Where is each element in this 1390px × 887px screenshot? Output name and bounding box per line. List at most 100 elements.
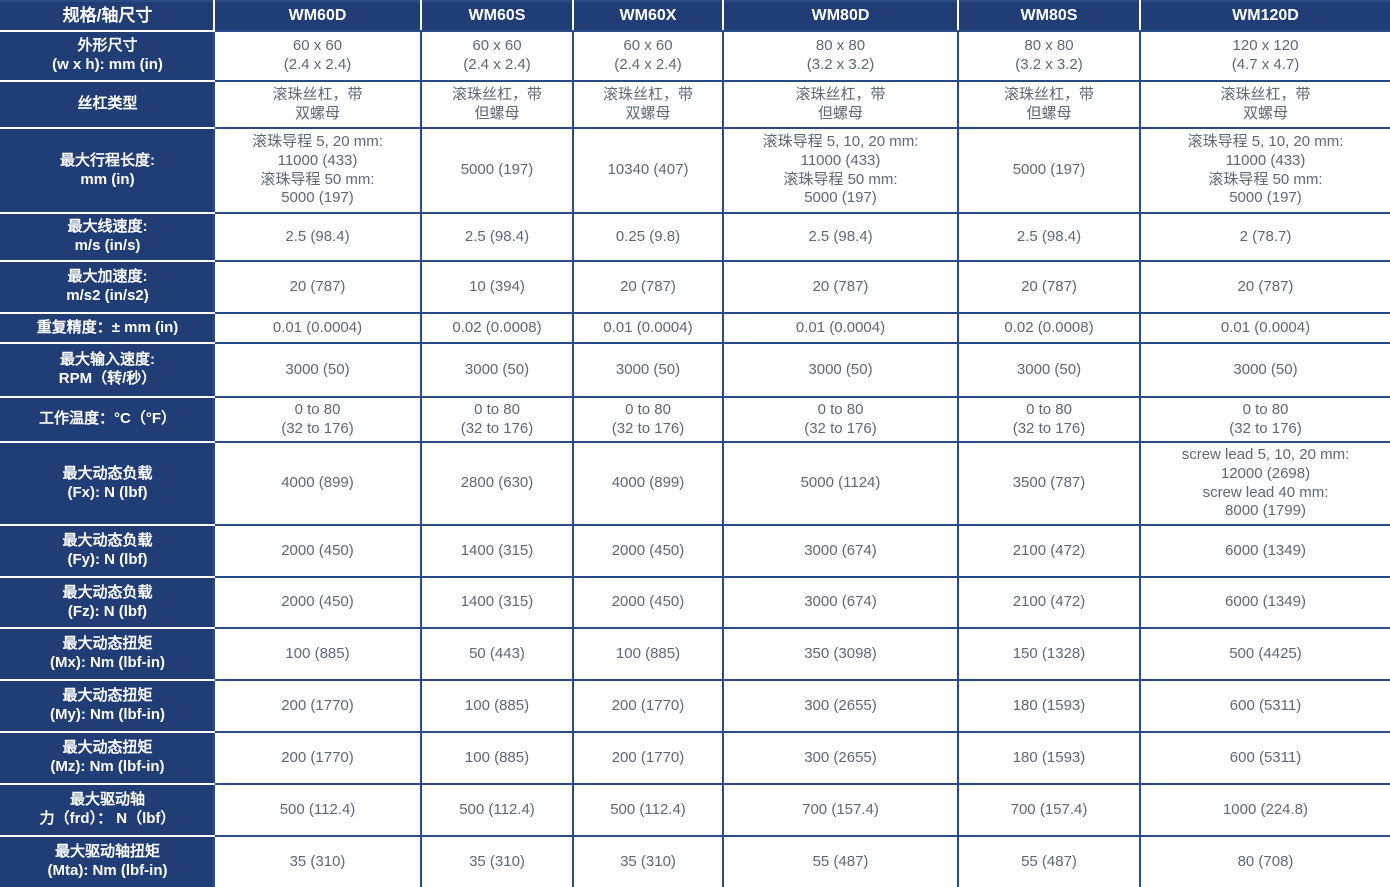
spec-cell: 2000 (450) [572,524,724,578]
spec-cell: 100 (885) [420,731,574,785]
spec-cell: 350 (3098) [722,627,959,681]
table-row: 最大行程长度: mm (in) 滚珠导程 5, 20 mm: 11000 (433… [0,127,1390,214]
spec-cell: 0.01 (0.0004) [213,312,422,344]
spec-cell: 20 (787) [957,260,1141,314]
row-header: 最大动态扭矩 (My): Nm (lbf-in) [0,679,215,733]
spec-cell: 80 x 80 (3.2 x 3.2) [722,30,959,82]
spec-cell: 2.5 (98.4) [957,212,1141,262]
spec-cell: 300 (2655) [722,679,959,733]
spec-cell: 60 x 60 (2.4 x 2.4) [572,30,724,82]
table-row: 最大线速度: m/s (in/s) 2.5 (98.4) 2.5 (98.4) 0.2… [0,212,1390,262]
column-header-wm120d: WM120D [1139,0,1390,32]
spec-cell: 3000 (674) [722,524,959,578]
spec-cell: 80 x 80 (3.2 x 3.2) [957,30,1141,82]
spec-cell: 3000 (50) [722,342,959,398]
spec-cell: 35 (310) [213,835,422,887]
spec-cell: 5000 (197) [420,127,574,214]
spec-cell: 10 (394) [420,260,574,314]
spec-cell: 55 (487) [957,835,1141,887]
spec-cell: 5000 (1124) [722,441,959,526]
row-header: 最大动态扭矩 (Mx): Nm (lbf-in) [0,627,215,681]
spec-cell: 0 to 80 (32 to 176) [572,396,724,443]
spec-cell: 滚珠导程 5, 10, 20 mm: 11000 (433) 滚珠导程 50 m… [1139,127,1390,214]
spec-cell: 0 to 80 (32 to 176) [957,396,1141,443]
spec-cell: 3000 (50) [1139,342,1390,398]
row-header: 最大线速度: m/s (in/s) [0,212,215,262]
column-header-row: 规格/轴尺寸 WM60D WM60S WM60X WM80D WM80S WM120D [0,0,1390,32]
spec-cell: 6000 (1349) [1139,524,1390,578]
table-row: 最大动态负载 (Fx): N (lbf) 4000 (899) 2800 (630)… [0,441,1390,526]
spec-cell: 200 (1770) [572,731,724,785]
spec-cell: 20 (787) [1139,260,1390,314]
table-row: 外形尺寸 (w x h): mm (in) 60 x 60 (2.4 x 2.4)… [0,30,1390,82]
column-header-wm80d: WM80D [722,0,959,32]
spec-cell: 2100 (472) [957,524,1141,578]
spec-cell: 300 (2655) [722,731,959,785]
spec-cell: 滚珠丝杠，带 双螺母 [213,80,422,129]
spec-cell: 滚珠丝杠，带 双螺母 [572,80,724,129]
column-header-wm80s: WM80S [957,0,1141,32]
spec-cell: 0 to 80 (32 to 176) [213,396,422,443]
corner-header: 规格/轴尺寸 [0,0,215,32]
spec-cell: 1000 (224.8) [1139,783,1390,837]
table-row: 最大动态负载 (Fy): N (lbf) 2000 (450) 1400 (315)… [0,524,1390,578]
row-header: 最大驱动轴扭矩 (Mta): Nm (lbf-in) [0,835,215,887]
column-header-wm60d: WM60D [213,0,422,32]
spec-cell: 1400 (315) [420,524,574,578]
spec-cell: 滚珠丝杠，带 双螺母 [1139,80,1390,129]
spec-cell: 0 to 80 (32 to 176) [1139,396,1390,443]
spec-cell: 60 x 60 (2.4 x 2.4) [213,30,422,82]
spec-cell: 2.5 (98.4) [722,212,959,262]
spec-cell: 600 (5311) [1139,731,1390,785]
table-row: 工作温度：°C（°F） 0 to 80 (32 to 176) 0 to 80 (3… [0,396,1390,443]
spec-cell: 5000 (197) [957,127,1141,214]
table-row: 最大驱动轴 力（frd）： N（lbf） 500 (112.4) 500 (112.… [0,783,1390,837]
spec-cell: 滚珠导程 5, 20 mm: 11000 (433) 滚珠导程 50 mm: 5… [213,127,422,214]
spec-cell: 0.02 (0.0008) [420,312,574,344]
spec-cell: 滚珠丝杠，带 但螺母 [722,80,959,129]
spec-cell: 100 (885) [572,627,724,681]
spec-cell: 55 (487) [722,835,959,887]
spec-cell: 200 (1770) [213,731,422,785]
row-header: 工作温度：°C（°F） [0,396,215,443]
spec-cell: 200 (1770) [213,679,422,733]
table-row: 最大动态负载 (Fz): N (lbf) 2000 (450) 1400 (315)… [0,576,1390,629]
spec-cell: 50 (443) [420,627,574,681]
spec-cell: 20 (787) [213,260,422,314]
table-row: 重复精度：± mm (in) 0.01 (0.0004) 0.02 (0.0008)… [0,312,1390,344]
table-row: 最大动态扭矩 (My): Nm (lbf-in) 200 (1770) 100 (8… [0,679,1390,733]
table-row: 最大动态扭矩 (Mx): Nm (lbf-in) 100 (885) 50 (443… [0,627,1390,681]
row-header: 最大加速度: m/s2 (in/s2) [0,260,215,314]
row-header: 最大输入速度: RPM（转/秒） [0,342,215,398]
spec-cell: 0.01 (0.0004) [722,312,959,344]
spec-cell: 20 (787) [572,260,724,314]
spec-cell: 滚珠丝杠，带 但螺母 [420,80,574,129]
table-row: 丝杠类型 滚珠丝杠，带 双螺母 滚珠丝杠，带 但螺母 滚珠丝杠，带 双螺母 滚珠丝杠，带… [0,80,1390,129]
table-row: 最大输入速度: RPM（转/秒） 3000 (50) 3000 (50) 3000 (… [0,342,1390,398]
spec-cell: 500 (112.4) [420,783,574,837]
spec-cell: 500 (112.4) [572,783,724,837]
spec-cell: 10340 (407) [572,127,724,214]
spec-cell: 700 (157.4) [957,783,1141,837]
spec-cell: 20 (787) [722,260,959,314]
spec-cell: 2800 (630) [420,441,574,526]
row-header: 重复精度：± mm (in) [0,312,215,344]
row-header: 最大动态扭矩 (Mz): Nm (lbf-in) [0,731,215,785]
spec-table-body: 外形尺寸 (w x h): mm (in) 60 x 60 (2.4 x 2.4)… [0,30,1390,887]
spec-cell: 滚珠丝杠，带 但螺母 [957,80,1141,129]
spec-cell: 600 (5311) [1139,679,1390,733]
spec-cell: 35 (310) [572,835,724,887]
row-header: 丝杠类型 [0,80,215,129]
spec-cell: 60 x 60 (2.4 x 2.4) [420,30,574,82]
row-header: 外形尺寸 (w x h): mm (in) [0,30,215,82]
spec-cell: 180 (1593) [957,731,1141,785]
spec-cell: 0.25 (9.8) [572,212,724,262]
spec-cell: screw lead 5, 10, 20 mm: 12000 (2698) sc… [1139,441,1390,526]
spec-cell: 2000 (450) [572,576,724,629]
spec-cell: 80 (708) [1139,835,1390,887]
spec-cell: 1400 (315) [420,576,574,629]
spec-cell: 200 (1770) [572,679,724,733]
spec-cell: 3000 (50) [420,342,574,398]
spec-cell: 3000 (674) [722,576,959,629]
